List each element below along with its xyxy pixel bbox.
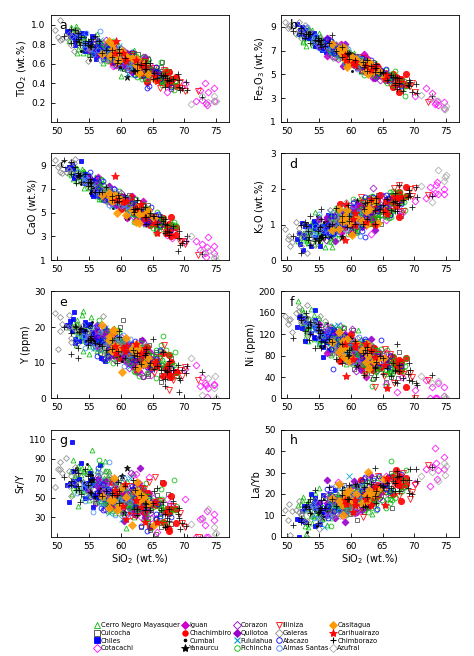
Y-axis label: CaO (wt.%): CaO (wt.%) xyxy=(27,179,37,234)
Y-axis label: K$_2$O (wt.%): K$_2$O (wt.%) xyxy=(254,179,267,234)
Legend: Cerro Negro Mayasquer, Cuicocha, Chiles, Cotacachi, Iguan, Chachimbiro, Cumbal, : Cerro Negro Mayasquer, Cuicocha, Chiles,… xyxy=(93,621,381,653)
Text: c: c xyxy=(60,157,66,171)
Text: g: g xyxy=(60,434,67,447)
Y-axis label: Sr/Y: Sr/Y xyxy=(16,474,26,493)
Y-axis label: Fe$_2$O$_3$ (wt.%): Fe$_2$O$_3$ (wt.%) xyxy=(254,36,267,101)
Text: h: h xyxy=(290,434,297,447)
Text: b: b xyxy=(290,19,297,32)
Y-axis label: Ni (ppm): Ni (ppm) xyxy=(246,323,255,367)
Y-axis label: Y (ppm): Y (ppm) xyxy=(21,325,31,364)
X-axis label: SiO$_2$ (wt.%): SiO$_2$ (wt.%) xyxy=(111,552,168,565)
Text: e: e xyxy=(60,296,67,309)
Text: a: a xyxy=(60,19,67,32)
Y-axis label: La/Yb: La/Yb xyxy=(251,470,262,497)
Y-axis label: TiO$_2$ (wt.%): TiO$_2$ (wt.%) xyxy=(15,40,28,97)
Text: d: d xyxy=(290,157,298,171)
Text: f: f xyxy=(290,296,294,309)
X-axis label: SiO$_2$ (wt.%): SiO$_2$ (wt.%) xyxy=(341,552,399,565)
